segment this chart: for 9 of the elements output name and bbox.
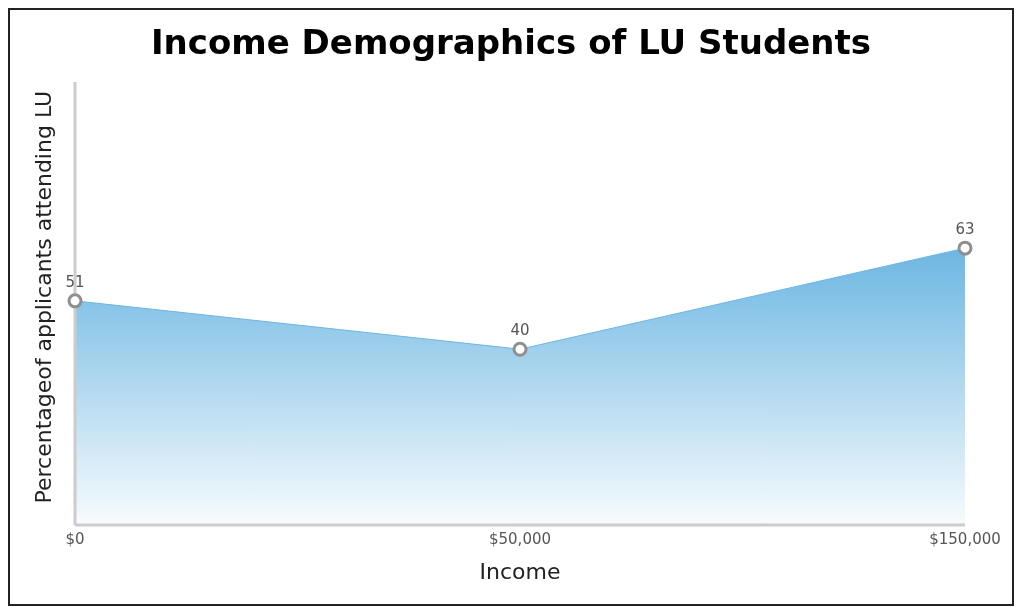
x-tick-label: $50,000 (488, 529, 552, 548)
x-tick-label: $150,000 (929, 529, 1001, 548)
data-label: 51 (65, 272, 85, 291)
x-axis-title: Income (479, 559, 561, 584)
chart-title: Income Demographics of LU Students (149, 22, 873, 62)
data-label: 63 (955, 220, 975, 239)
y-axis-title: Percentageof applicants attending LU (30, 90, 56, 504)
data-label: 40 (510, 321, 530, 340)
x-tick-label: $0 (65, 529, 85, 548)
